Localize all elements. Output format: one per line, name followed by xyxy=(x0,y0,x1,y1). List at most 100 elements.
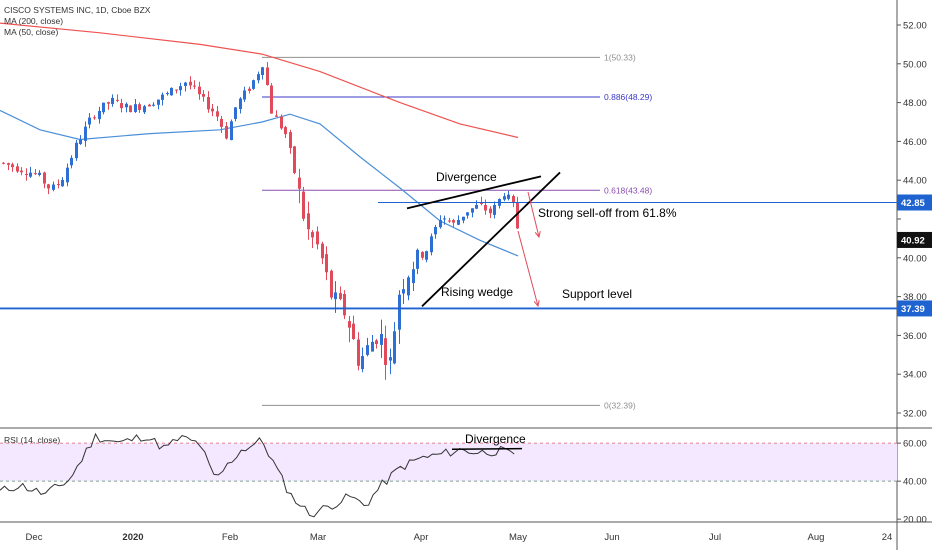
candle-body xyxy=(493,205,496,215)
candle-body xyxy=(512,196,515,203)
candle-body xyxy=(475,204,478,209)
divergence-label: Divergence xyxy=(436,170,497,184)
time-tick-label: 24 xyxy=(882,532,893,543)
candle-body xyxy=(439,220,442,228)
candle-body xyxy=(79,139,82,145)
candle-body xyxy=(198,86,201,95)
support-line-group[interactable] xyxy=(0,202,897,310)
rsi-divergence-label: Divergence xyxy=(465,432,526,446)
candle-body xyxy=(311,232,314,238)
support-arrow xyxy=(517,230,539,307)
candle-body xyxy=(484,204,487,211)
candle-body xyxy=(507,194,510,199)
candle-body xyxy=(261,67,264,76)
candle-body xyxy=(148,104,151,107)
time-tick-label: Apr xyxy=(414,532,429,543)
candle-body xyxy=(211,108,214,112)
candle-body xyxy=(57,184,60,186)
candle-body xyxy=(270,85,273,114)
candle-body xyxy=(375,340,378,345)
candle-body xyxy=(98,110,101,120)
price-tick-label: 32.00 xyxy=(903,409,927,420)
candle-body xyxy=(257,74,260,81)
fib-level-label: 0.886(48.29) xyxy=(604,92,652,102)
rsi-tick-label: 60.00 xyxy=(903,439,927,450)
price-tick-label: 36.00 xyxy=(903,331,927,342)
candle-body xyxy=(184,82,187,86)
price-tick-label: 40.00 xyxy=(903,253,927,264)
candle-body xyxy=(298,177,301,189)
price-tag xyxy=(897,194,932,211)
symbol-line: CISCO SYSTEMS INC, 1D, Cboe BZX xyxy=(4,5,151,15)
candle-body xyxy=(357,339,360,366)
candle-body xyxy=(84,126,87,141)
ma200-line xyxy=(0,22,519,139)
candle-body xyxy=(352,323,355,340)
candle-body xyxy=(16,166,19,172)
candle-body xyxy=(443,218,446,220)
candle-body xyxy=(489,208,492,214)
time-tick-label: Mar xyxy=(310,532,326,543)
price-tag xyxy=(897,231,932,248)
time-tick-label: Jun xyxy=(604,532,619,543)
time-tick-label: 2020 xyxy=(122,532,143,543)
rsi-axis[interactable]: 20.00 40.00 60.00 xyxy=(897,439,927,526)
price-tag-label: 37.39 xyxy=(901,304,925,315)
wedge-lower-line xyxy=(421,171,561,307)
ma50-legend: MA (50, close) xyxy=(4,27,59,37)
candle-body xyxy=(407,277,410,296)
ma200-legend: MA (200, close) xyxy=(4,16,64,26)
candle-body xyxy=(325,254,328,273)
candle-body xyxy=(275,115,278,117)
fibonacci-retracement[interactable]: 1(50.33) 0.886(48.29) 0.618(43.48) 0(32.39) xyxy=(262,52,652,410)
symbol-legend[interactable]: CISCO SYSTEMS INC, 1D, Cboe BZX MA (200,… xyxy=(4,5,150,38)
candle-body xyxy=(402,289,405,294)
drawings[interactable] xyxy=(406,171,561,308)
candle-body xyxy=(38,172,41,175)
candle-body xyxy=(471,208,474,213)
time-tick-label: May xyxy=(509,532,527,543)
price-tick-label: 52.00 xyxy=(903,21,927,32)
price-tag xyxy=(897,300,932,317)
rsi-legend[interactable]: RSI (14, close) xyxy=(4,435,60,446)
candle-body xyxy=(307,213,310,230)
candle-body xyxy=(412,269,415,284)
candle-body xyxy=(389,357,392,361)
support-level-label: Support level xyxy=(562,287,632,301)
candle-body xyxy=(66,167,69,183)
candle-body xyxy=(280,116,283,129)
candle-body xyxy=(321,243,324,259)
support-arrow-head xyxy=(533,300,540,308)
candle-body xyxy=(348,321,351,328)
candle-body xyxy=(425,251,428,260)
candle-body xyxy=(462,216,465,221)
time-axis[interactable]: Dec 2020 Feb Mar Apr May Jun Jul Aug 24 xyxy=(26,532,893,543)
rsi-band xyxy=(0,443,897,482)
candle-body xyxy=(157,99,160,105)
rising-wedge-label: Rising wedge xyxy=(441,285,513,299)
candle-body xyxy=(457,220,460,225)
candle-body xyxy=(243,90,246,100)
selloff-label: Strong sell-off from 61.8% xyxy=(538,206,677,220)
time-tick-label: Dec xyxy=(26,532,43,543)
candle-body xyxy=(371,341,374,352)
candle-body xyxy=(284,127,287,135)
time-tick-label: Aug xyxy=(808,532,825,543)
candle-body xyxy=(361,356,364,370)
candle-body xyxy=(43,172,46,184)
price-axis[interactable]: 32.00 34.00 36.00 38.00 40.00 44.00 46.00 48.00… xyxy=(897,21,932,420)
selloff-arrow xyxy=(527,191,540,238)
rsi-tick-label: 20.00 xyxy=(903,515,927,526)
price-tag-label: 40.92 xyxy=(901,235,925,246)
candle-body xyxy=(239,98,242,110)
candle-body xyxy=(47,184,50,189)
candle-body xyxy=(125,103,128,108)
candle-body xyxy=(189,81,192,86)
time-tick-label: Feb xyxy=(222,532,238,543)
candle-body xyxy=(339,293,342,299)
candle-body xyxy=(289,132,292,148)
candle-body xyxy=(70,157,73,166)
selloff-arrow-head xyxy=(534,231,541,239)
rsi-line xyxy=(0,432,515,518)
